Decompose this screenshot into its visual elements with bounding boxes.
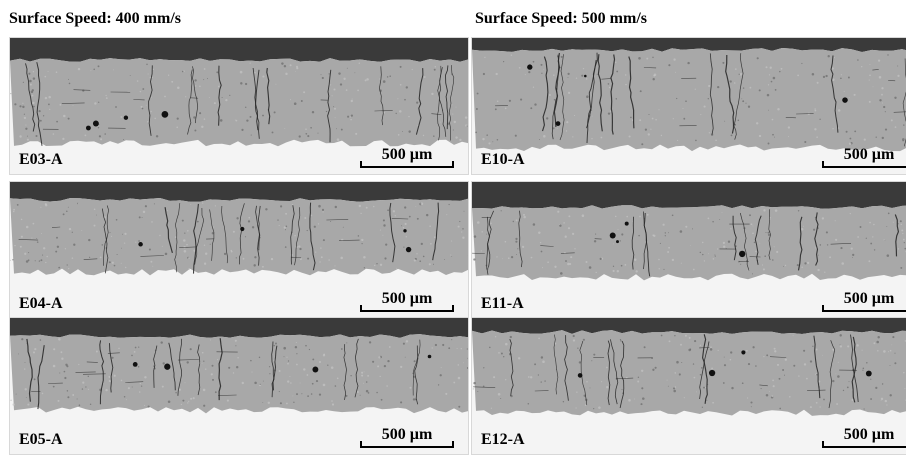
micrograph-panel-e04-a: E04-A 500 µm: [9, 181, 469, 319]
scale-bar-line: [822, 166, 906, 168]
sample-label: E03-A: [19, 152, 63, 168]
scale-bar: 500 µm: [360, 291, 454, 313]
scale-bar-label: 500 µm: [822, 427, 906, 443]
micrograph-panel-e12-a: E12-A 500 µm: [471, 317, 906, 455]
column-title-400: Surface Speed: 400 mm/s: [9, 11, 181, 27]
scale-bar-label: 500 µm: [360, 427, 454, 443]
scale-bar: 500 µm: [360, 147, 454, 169]
sample-label: E11-A: [481, 296, 524, 312]
scale-bar: 500 µm: [360, 427, 454, 449]
micrograph-panel-e03-a: E03-A 500 µm: [9, 37, 469, 175]
column-title-500: Surface Speed: 500 mm/s: [475, 11, 647, 27]
sample-label: E05-A: [19, 432, 63, 448]
sample-label: E12-A: [481, 432, 525, 448]
micrograph-panel-e11-a: E11-A 500 µm: [471, 181, 906, 319]
scale-bar-line: [822, 310, 906, 312]
scale-bar-label: 500 µm: [822, 291, 906, 307]
micrograph-panel-e05-a: E05-A 500 µm: [9, 317, 469, 455]
scale-bar-line: [822, 446, 906, 448]
scale-bar-label: 500 µm: [360, 291, 454, 307]
sample-label: E10-A: [481, 152, 525, 168]
scale-bar-line: [360, 310, 454, 312]
scale-bar-label: 500 µm: [360, 147, 454, 163]
scale-bar-label: 500 µm: [822, 147, 906, 163]
sample-label: E04-A: [19, 296, 63, 312]
scale-bar-line: [360, 166, 454, 168]
micrograph-panel-e10-a: E10-A 500 µm: [471, 37, 906, 175]
scale-bar: 500 µm: [822, 147, 906, 169]
scale-bar: 500 µm: [822, 291, 906, 313]
scale-bar-line: [360, 446, 454, 448]
scale-bar: 500 µm: [822, 427, 906, 449]
